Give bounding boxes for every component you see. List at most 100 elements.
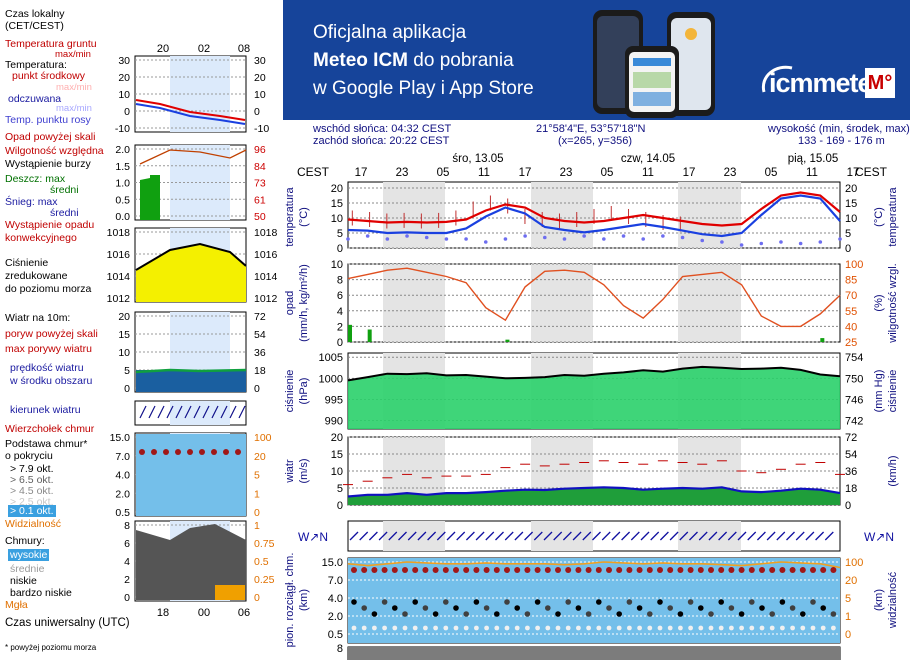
- cloud-top-dot: [810, 567, 816, 573]
- mini-press-tick-r: 1018: [254, 227, 278, 239]
- mini-humid-tick: 61: [254, 194, 266, 206]
- legend-pressure: Ciśnienie: [5, 257, 49, 269]
- mini-vis-tick: 20: [254, 451, 266, 463]
- mini-temp-tick: 30: [118, 55, 130, 67]
- cloud-base-dot-low: [382, 625, 387, 631]
- cloud-base-dot: [738, 611, 745, 617]
- icm-logo-swoosh: [761, 65, 793, 93]
- legend-soil-temp: Temperatura gruntu: [5, 38, 97, 50]
- mini-layers-tick-r: 0: [254, 592, 260, 604]
- cloud-base-dot: [412, 599, 418, 605]
- mini-precip-bars: [140, 175, 160, 220]
- mini-humid-tick: 96: [254, 144, 266, 156]
- cloud-base-dot-low: [453, 625, 459, 631]
- cloud-base-dot: [636, 605, 643, 611]
- cloud-top-dot: [779, 567, 786, 573]
- cloud-base-dot: [626, 599, 633, 605]
- mini-press-tick: 1018: [107, 227, 131, 239]
- press-tick-right: 742: [845, 416, 863, 428]
- mini-layers-tick: 6: [124, 538, 130, 550]
- cloud-base-dot-low: [698, 625, 704, 631]
- mini-layers-tick: 4: [124, 556, 130, 568]
- legend-cloud-base2: o pokryciu: [5, 450, 53, 462]
- label-vis-unit: (km): [873, 589, 885, 611]
- cloud-base-dot-low: [657, 625, 663, 631]
- humid-tick: 100: [845, 259, 863, 271]
- dew-point-dot: [483, 240, 488, 244]
- mini-wind-tick-r: 72: [254, 311, 266, 323]
- cloud-base-dot: [473, 599, 480, 605]
- mini-vis-tick: 100: [254, 432, 272, 444]
- legend-rain-mean: średni: [50, 184, 79, 196]
- mini-cloud-top-dot: [223, 449, 229, 455]
- cloud-base-dot: [810, 599, 816, 605]
- legend-okt5: > 0.1 okt.: [8, 505, 56, 517]
- cloud-base-dot: [616, 611, 622, 617]
- elevation-label: wysokość (min, środek, max): [768, 123, 910, 135]
- cloud-base-dot: [443, 599, 449, 605]
- hour-label: 05: [765, 167, 778, 179]
- cloud-base-dot: [483, 605, 490, 611]
- mini-temp-line: [135, 99, 246, 121]
- cloud-base-dot: [534, 599, 541, 605]
- dew-point-dot: [641, 237, 645, 241]
- temp-tick-right: 10: [845, 213, 857, 225]
- cloud-base-dot-low: [514, 625, 520, 631]
- cloud-base-dot-low: [565, 625, 571, 631]
- cloud-base-dot-low: [820, 625, 826, 631]
- wind-arrow: [572, 531, 582, 541]
- mini-temp-tick: 10: [118, 89, 130, 101]
- wind-arrow: [378, 531, 388, 541]
- vis-tick-right: 5: [845, 593, 851, 605]
- cloud-base-dot-low: [423, 625, 428, 631]
- cloud-top-dot: [616, 567, 623, 573]
- mini-layers-tick-r: 0.25: [254, 574, 275, 586]
- legend-rain-max: Deszcz: max: [5, 173, 66, 185]
- legend-snow-mean: średni: [50, 207, 79, 219]
- cloud-base-dot-low: [800, 625, 806, 631]
- app-banner[interactable]: Oficjalna aplikacja Meteo ICM do pobrani…: [283, 0, 910, 120]
- mini-press-tick: 1014: [107, 271, 131, 283]
- hour-label: 05: [601, 167, 614, 179]
- mini-wind-arrow: [229, 405, 237, 419]
- mini-temp-tick-r: 20: [254, 72, 266, 84]
- cloud-base-dot: [585, 611, 592, 617]
- compass-right: W↗N: [864, 530, 894, 544]
- wind-arrow: [698, 531, 708, 541]
- cloud-top-dot: [442, 567, 449, 573]
- legend-cloud-base: Podstawa chmur*: [5, 438, 88, 450]
- mini-cloud-tick: 7.0: [115, 451, 130, 463]
- hour-label: 23: [724, 167, 737, 179]
- mini-press-tick: 1012: [107, 293, 131, 305]
- cloud-base-dot: [789, 605, 796, 611]
- cloud-base-dot: [687, 599, 694, 605]
- mini-vis-tick: 5: [254, 470, 260, 482]
- mini-temp-tick-r: 30: [254, 55, 266, 67]
- temp-line-1: [347, 194, 841, 238]
- mini-wind-tick: 20: [118, 311, 130, 323]
- mini-wind-arrow: [211, 405, 219, 419]
- press-tick-left: 1000: [319, 373, 343, 385]
- cloud-top-dot: [432, 567, 439, 573]
- wind-arrow: [659, 531, 669, 541]
- mini-wind-arrow: [202, 405, 210, 419]
- legend-time-local-tz: (CET/CEST): [5, 20, 64, 32]
- press-tick-right: 746: [845, 394, 863, 406]
- wind-arrow: [475, 531, 485, 541]
- legend-soil-temp-sub: max/min: [55, 49, 91, 60]
- dew-point-dot: [759, 241, 764, 246]
- cloud-top-dot: [473, 567, 480, 573]
- mini-wind-arrow: [157, 405, 165, 419]
- cloud-base-dot-low: [831, 625, 836, 631]
- precip-tick: 0: [337, 337, 343, 349]
- wind-tick-left: 5: [337, 483, 343, 495]
- wind-arrow: [824, 531, 834, 541]
- mini-pressure-line: [135, 242, 247, 271]
- cloud-base-dot: [647, 611, 653, 617]
- wind-arrow: [543, 531, 553, 541]
- dew-point-dot: [523, 234, 527, 238]
- legend-pressure2: zredukowane: [5, 270, 68, 282]
- cloud-base-dot: [718, 599, 724, 605]
- wind-arrow: [592, 531, 601, 541]
